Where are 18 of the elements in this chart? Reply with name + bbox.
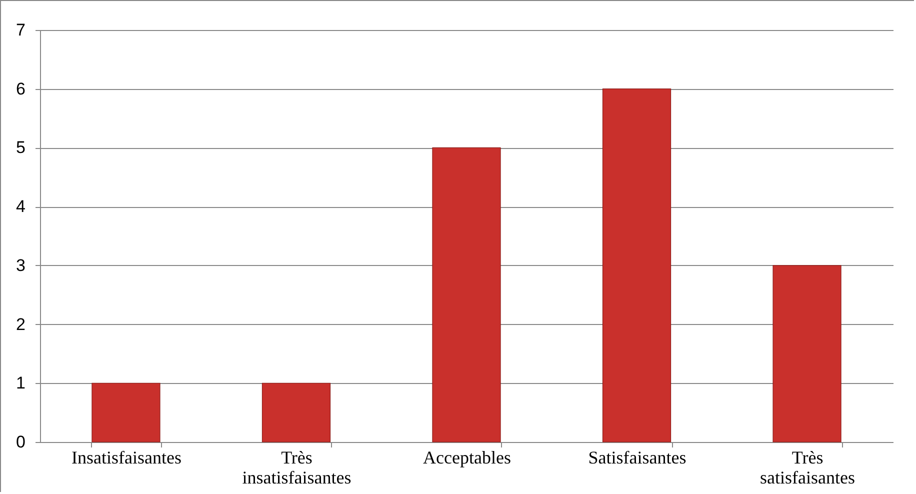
x-tick-label: Insatisfaisantes	[71, 448, 182, 468]
x-tick-label: Très insatisfaisantes	[242, 448, 352, 488]
y-tick-label: 2	[16, 314, 26, 334]
bar	[602, 88, 672, 442]
bar	[772, 265, 842, 442]
bar	[92, 382, 160, 442]
bar	[432, 147, 501, 442]
y-tick-label: 3	[16, 256, 26, 275]
bar	[262, 382, 331, 442]
y-tick-label: 4	[16, 197, 26, 216]
x-tick-label: Acceptables	[423, 448, 511, 468]
y-tick-label: 5	[16, 138, 26, 158]
y-tick-label: 7	[16, 20, 26, 40]
y-tick-label: 6	[16, 79, 26, 98]
y-tick-label: 1	[16, 374, 26, 393]
x-tick-label: Satisfaisantes	[588, 448, 686, 468]
x-tick-label: Très satisfaisantes	[760, 448, 856, 488]
y-tick-label: 0	[16, 432, 26, 452]
